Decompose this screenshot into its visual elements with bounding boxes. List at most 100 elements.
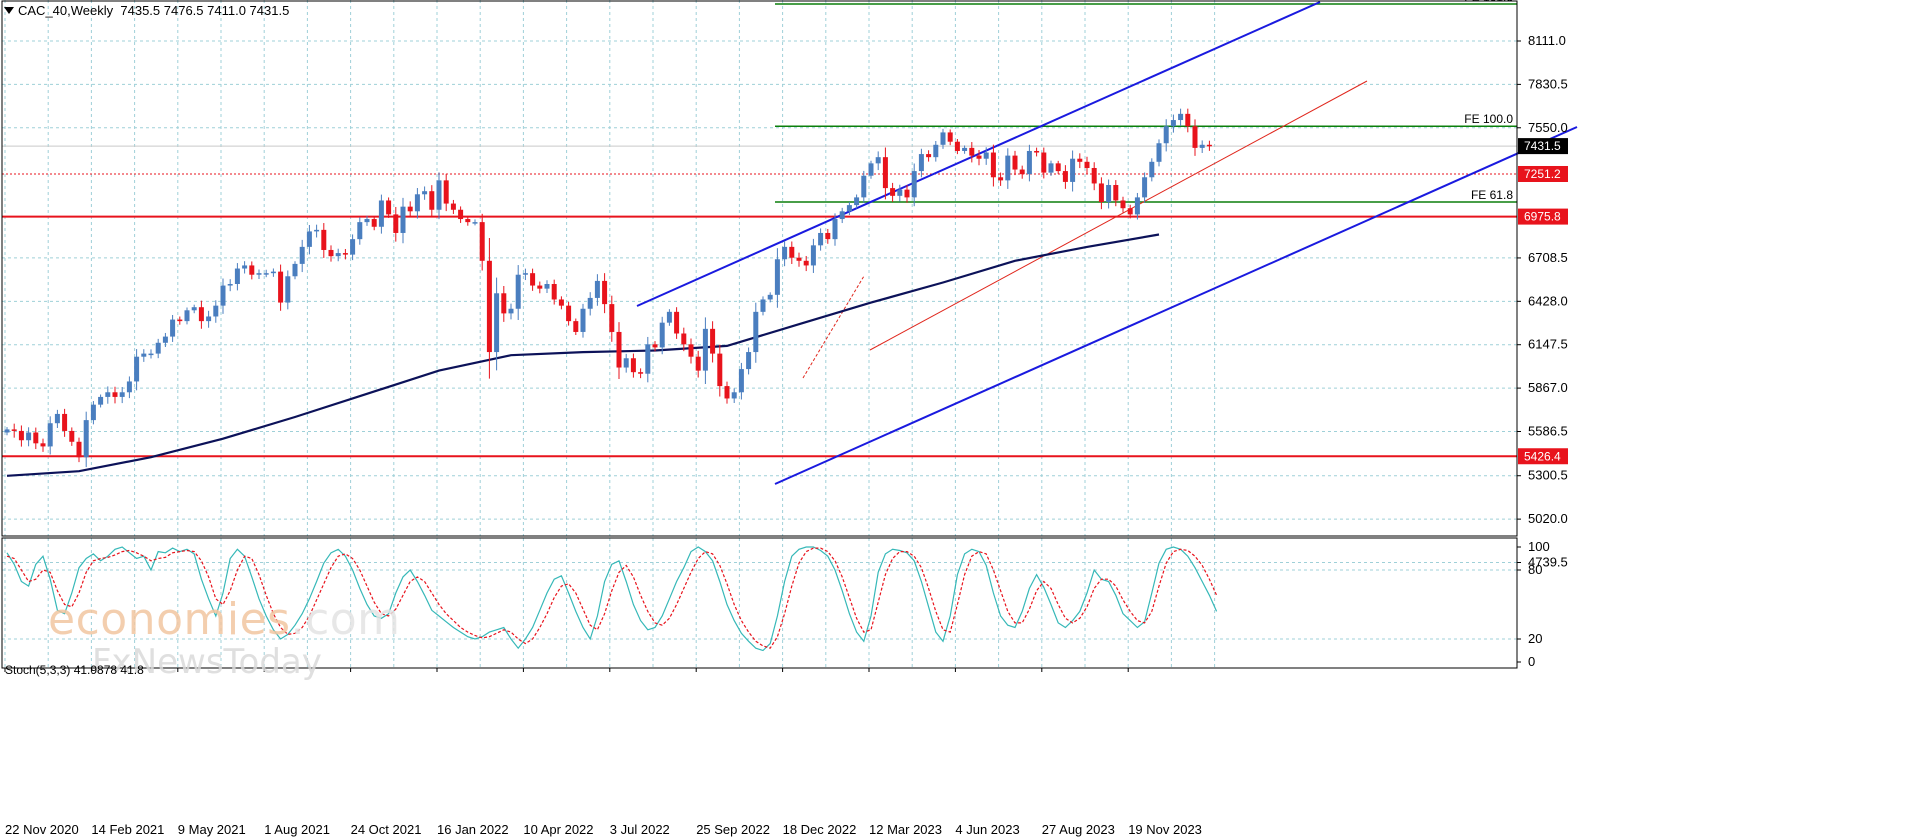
x-tick-label: 1 Aug 2021: [264, 822, 330, 837]
candle-body: [256, 273, 262, 275]
candles: [4, 108, 1212, 468]
x-tick-label: 3 Jul 2022: [610, 822, 670, 837]
y-tick-label: 6428.0: [1528, 293, 1568, 308]
inner-channel-line: [869, 80, 1368, 351]
candle-body: [558, 299, 564, 306]
candle-body: [148, 353, 154, 356]
candle-body: [774, 259, 780, 295]
candle-body: [134, 356, 140, 382]
candle-body: [522, 273, 528, 275]
candle-body: [1206, 144, 1212, 147]
price-axis: 8111.0 7830.5 7550.0 6708.5 6428.0 6147.5 5867…: [1517, 33, 1568, 669]
candle-body: [659, 322, 665, 348]
candle-body: [40, 443, 46, 447]
candle-body: [177, 319, 183, 322]
candle-body: [98, 396, 104, 405]
candle-body: [623, 358, 629, 368]
candle-body: [803, 260, 809, 266]
candle-body: [335, 253, 341, 257]
moving-average: [6, 233, 1160, 477]
channel-lower-line: [774, 126, 1578, 485]
candle-body: [911, 171, 917, 198]
candle-body: [400, 206, 406, 233]
candle-body: [861, 175, 867, 198]
stoch-main-line: [6, 546, 1218, 652]
candle-body: [825, 232, 831, 240]
candle-body: [695, 356, 701, 371]
time-axis: 22 Nov 2020 14 Feb 2021 9 May 2021 1 Aug 20…: [4, 668, 1202, 837]
candle-body: [155, 342, 161, 354]
candle-body: [1142, 177, 1148, 198]
candle-body: [1149, 161, 1155, 178]
candle-body: [393, 214, 399, 233]
y-tick-label: 6147.5: [1528, 337, 1568, 352]
candle-body: [940, 132, 946, 145]
candle-body: [652, 344, 658, 348]
candle-body: [602, 280, 608, 305]
candle-body: [242, 265, 248, 269]
candle-body: [1041, 152, 1047, 173]
candle-body: [191, 307, 197, 311]
candle-body: [26, 432, 32, 441]
candle-body: [1019, 169, 1025, 175]
candle-body: [364, 219, 370, 223]
x-tick-label: 27 Aug 2023: [1042, 822, 1115, 837]
candle-body: [594, 280, 600, 298]
candle-body: [983, 152, 989, 159]
candle-body: [378, 200, 384, 227]
candle-body: [789, 246, 795, 258]
candle-body: [839, 211, 845, 220]
x-tick-label: 22 Nov 2020: [5, 822, 79, 837]
candle-body: [162, 336, 168, 343]
candle-body: [1113, 185, 1119, 201]
chart-header: CAC_40,Weekly 7435.5 7476.5 7411.0 7431.…: [4, 3, 289, 18]
candle-body: [11, 429, 17, 431]
watermark-subtitle: FxNewsToday: [92, 642, 322, 682]
candle-body: [868, 163, 874, 176]
candle-body: [566, 305, 572, 322]
candle-body: [494, 293, 500, 353]
candle-body: [47, 423, 53, 447]
candle-body: [832, 219, 838, 240]
candle-body: [1048, 163, 1054, 173]
candle-body: [206, 316, 212, 322]
candle-body: [609, 304, 615, 332]
candle-body: [882, 157, 888, 189]
candle-body: [818, 232, 824, 246]
stoch-pane-border: [1, 537, 1518, 669]
candle-body: [753, 311, 759, 353]
candle-body: [710, 328, 716, 354]
candle-body: [371, 219, 377, 227]
y-tick-label: 5020.0: [1528, 511, 1568, 526]
symbol-label: CAC_40,Weekly: [18, 3, 114, 18]
price-marker-label: 5426.4: [1524, 449, 1561, 463]
price-marker-box: [1518, 208, 1568, 225]
stoch-signal-line: [6, 547, 1218, 649]
candle-body: [422, 191, 428, 195]
price-marker-box: [1518, 165, 1568, 182]
candle-body: [407, 206, 413, 212]
candle-body: [976, 155, 982, 159]
candle-body: [1077, 158, 1083, 162]
x-tick-label: 18 Dec 2022: [783, 822, 857, 837]
candle-body: [890, 188, 896, 196]
candle-body: [969, 147, 975, 156]
candle-body: [796, 257, 802, 261]
candle-body: [328, 249, 334, 257]
candle-body: [926, 154, 932, 158]
candle-body: [551, 284, 557, 300]
candle-body: [515, 274, 521, 309]
candle-body: [263, 273, 269, 275]
candle-body: [645, 344, 651, 374]
fib-level-label: FE 161.8: [1464, 0, 1513, 4]
y-tick-label: 6708.5: [1528, 250, 1568, 265]
candle-body: [450, 203, 456, 210]
candle-body: [573, 321, 579, 332]
price-marker-label: 6975.8: [1524, 210, 1561, 224]
collapse-triangle-icon[interactable]: [4, 7, 14, 15]
candle-body: [105, 392, 111, 397]
x-tick-label: 25 Sep 2022: [696, 822, 770, 837]
x-tick-label: 9 May 2021: [178, 822, 246, 837]
candle-body: [486, 260, 492, 353]
